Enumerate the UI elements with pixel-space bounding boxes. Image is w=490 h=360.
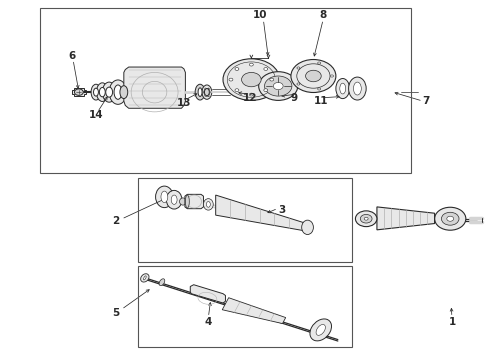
Ellipse shape <box>353 82 361 95</box>
Circle shape <box>331 75 333 77</box>
Ellipse shape <box>206 202 210 207</box>
Bar <box>138 266 352 347</box>
Ellipse shape <box>109 80 127 104</box>
Ellipse shape <box>141 274 149 282</box>
Ellipse shape <box>302 220 314 234</box>
Text: 11: 11 <box>314 96 328 106</box>
Ellipse shape <box>202 85 212 99</box>
Bar <box>138 178 352 262</box>
Text: 9: 9 <box>290 93 297 103</box>
Circle shape <box>242 72 261 87</box>
Ellipse shape <box>195 84 205 100</box>
Text: 10: 10 <box>252 10 267 20</box>
Polygon shape <box>377 207 435 230</box>
Text: 3: 3 <box>278 206 285 216</box>
Text: 14: 14 <box>89 111 103 121</box>
Ellipse shape <box>171 195 177 204</box>
Text: 5: 5 <box>112 308 119 318</box>
Text: 4: 4 <box>205 317 212 327</box>
Text: 12: 12 <box>243 93 257 103</box>
Ellipse shape <box>94 88 98 96</box>
Circle shape <box>273 82 283 90</box>
Ellipse shape <box>348 77 366 100</box>
Polygon shape <box>216 195 304 231</box>
Circle shape <box>435 207 466 230</box>
Circle shape <box>249 93 253 96</box>
Ellipse shape <box>102 82 116 102</box>
Ellipse shape <box>166 190 182 209</box>
Ellipse shape <box>99 87 105 97</box>
Circle shape <box>270 78 274 81</box>
Circle shape <box>441 212 459 225</box>
Circle shape <box>265 76 292 96</box>
Ellipse shape <box>198 88 202 96</box>
Ellipse shape <box>159 279 165 285</box>
Ellipse shape <box>97 83 108 102</box>
Polygon shape <box>190 285 225 303</box>
Circle shape <box>297 83 300 85</box>
Text: 1: 1 <box>449 317 456 327</box>
Ellipse shape <box>144 276 146 280</box>
Circle shape <box>297 67 300 69</box>
Circle shape <box>291 59 336 93</box>
Circle shape <box>235 68 239 71</box>
Text: 8: 8 <box>319 10 327 20</box>
Ellipse shape <box>310 319 332 341</box>
Text: 7: 7 <box>422 96 429 106</box>
Circle shape <box>235 89 239 91</box>
Ellipse shape <box>156 186 173 208</box>
Ellipse shape <box>340 83 345 94</box>
Polygon shape <box>124 67 185 108</box>
Circle shape <box>318 88 320 90</box>
Polygon shape <box>72 88 86 96</box>
Ellipse shape <box>185 195 189 208</box>
Ellipse shape <box>203 199 213 210</box>
Circle shape <box>318 62 320 64</box>
Ellipse shape <box>179 198 186 205</box>
Circle shape <box>223 59 280 100</box>
Circle shape <box>364 217 368 220</box>
Circle shape <box>355 211 377 226</box>
Ellipse shape <box>106 87 113 97</box>
Circle shape <box>249 63 253 66</box>
Circle shape <box>264 68 268 71</box>
Text: 6: 6 <box>68 51 75 61</box>
Circle shape <box>264 89 268 91</box>
Ellipse shape <box>120 86 128 99</box>
Ellipse shape <box>316 324 325 335</box>
Polygon shape <box>185 194 203 209</box>
Circle shape <box>259 72 298 100</box>
Bar <box>40 8 411 173</box>
Text: 2: 2 <box>112 216 119 226</box>
Text: 13: 13 <box>177 98 191 108</box>
Ellipse shape <box>161 191 168 203</box>
Ellipse shape <box>114 85 122 99</box>
Circle shape <box>74 89 83 95</box>
Circle shape <box>447 216 454 221</box>
Circle shape <box>306 70 321 82</box>
Circle shape <box>360 215 372 223</box>
Circle shape <box>229 78 233 81</box>
Ellipse shape <box>91 84 101 100</box>
Ellipse shape <box>336 78 349 99</box>
Ellipse shape <box>204 89 209 96</box>
Polygon shape <box>222 298 286 324</box>
